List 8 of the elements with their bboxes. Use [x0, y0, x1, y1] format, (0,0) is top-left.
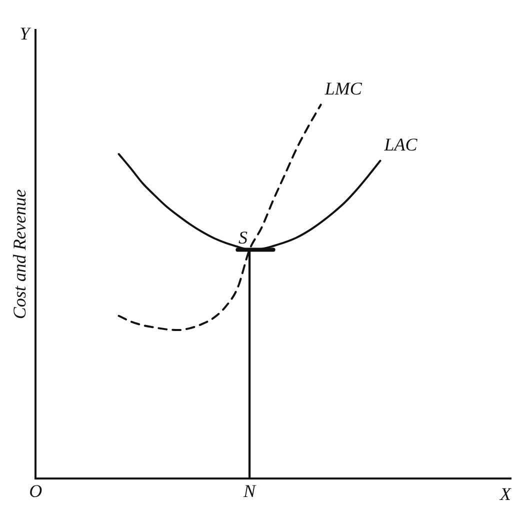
- text: Y: [20, 24, 32, 44]
- series-label: LMC: [324, 78, 363, 98]
- y-axis-title: Cost and Revenue: [10, 189, 30, 320]
- series-label: LAC: [383, 134, 418, 155]
- x-tick-label: N: [242, 480, 257, 501]
- x-axis-title: X: [499, 484, 512, 504]
- x-tick-label: O: [29, 480, 42, 501]
- annotation: S: [238, 227, 248, 248]
